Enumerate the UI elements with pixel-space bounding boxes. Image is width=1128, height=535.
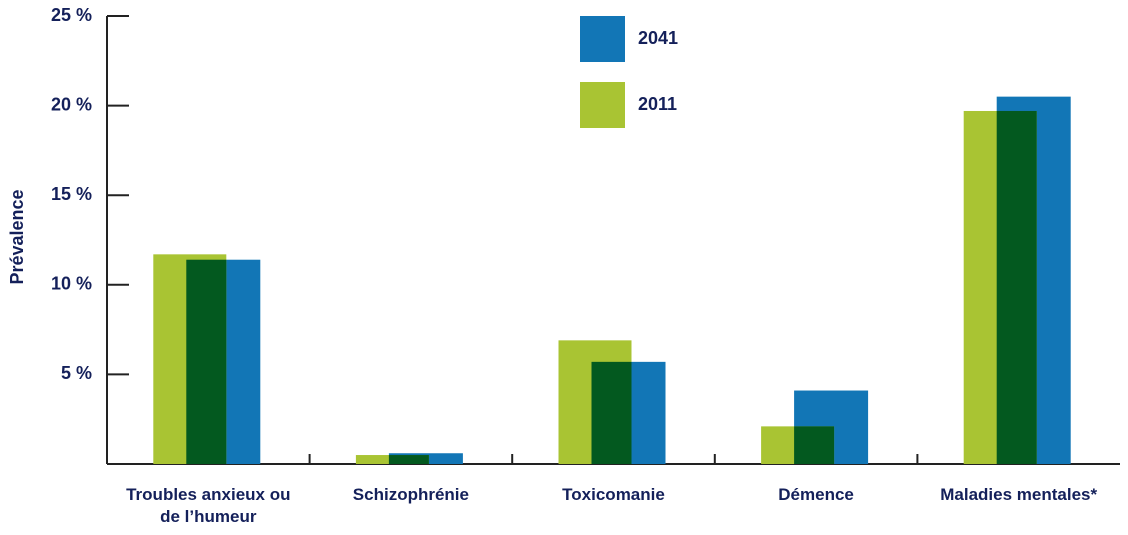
bar-overlap [794,426,835,464]
x-tick-label: Maladies mentales* [940,485,1098,504]
y-tick-label: 5 % [61,363,92,383]
y-tick-label: 25 % [51,5,92,25]
x-tick-label: Troubles anxieux ou de l’humeur [126,485,291,526]
legend-swatch [580,16,625,62]
x-tick-label: Toxicomanie [562,485,665,504]
bar-overlap [591,361,632,464]
y-tick-label: 20 % [51,94,92,114]
legend-label: 2011 [638,94,677,114]
x-tick-label: Schizophrénie [352,485,469,504]
legend-label: 2041 [638,28,678,48]
x-tick-label: Démence [778,485,854,504]
legend-swatch [580,82,625,128]
y-axis-label: Prévalence [7,189,27,284]
bar-overlap [388,455,429,464]
bar-overlap [996,110,1037,464]
y-tick-label: 15 % [51,184,92,204]
y-tick-label: 10 % [51,274,92,294]
bar-overlap [186,259,227,464]
